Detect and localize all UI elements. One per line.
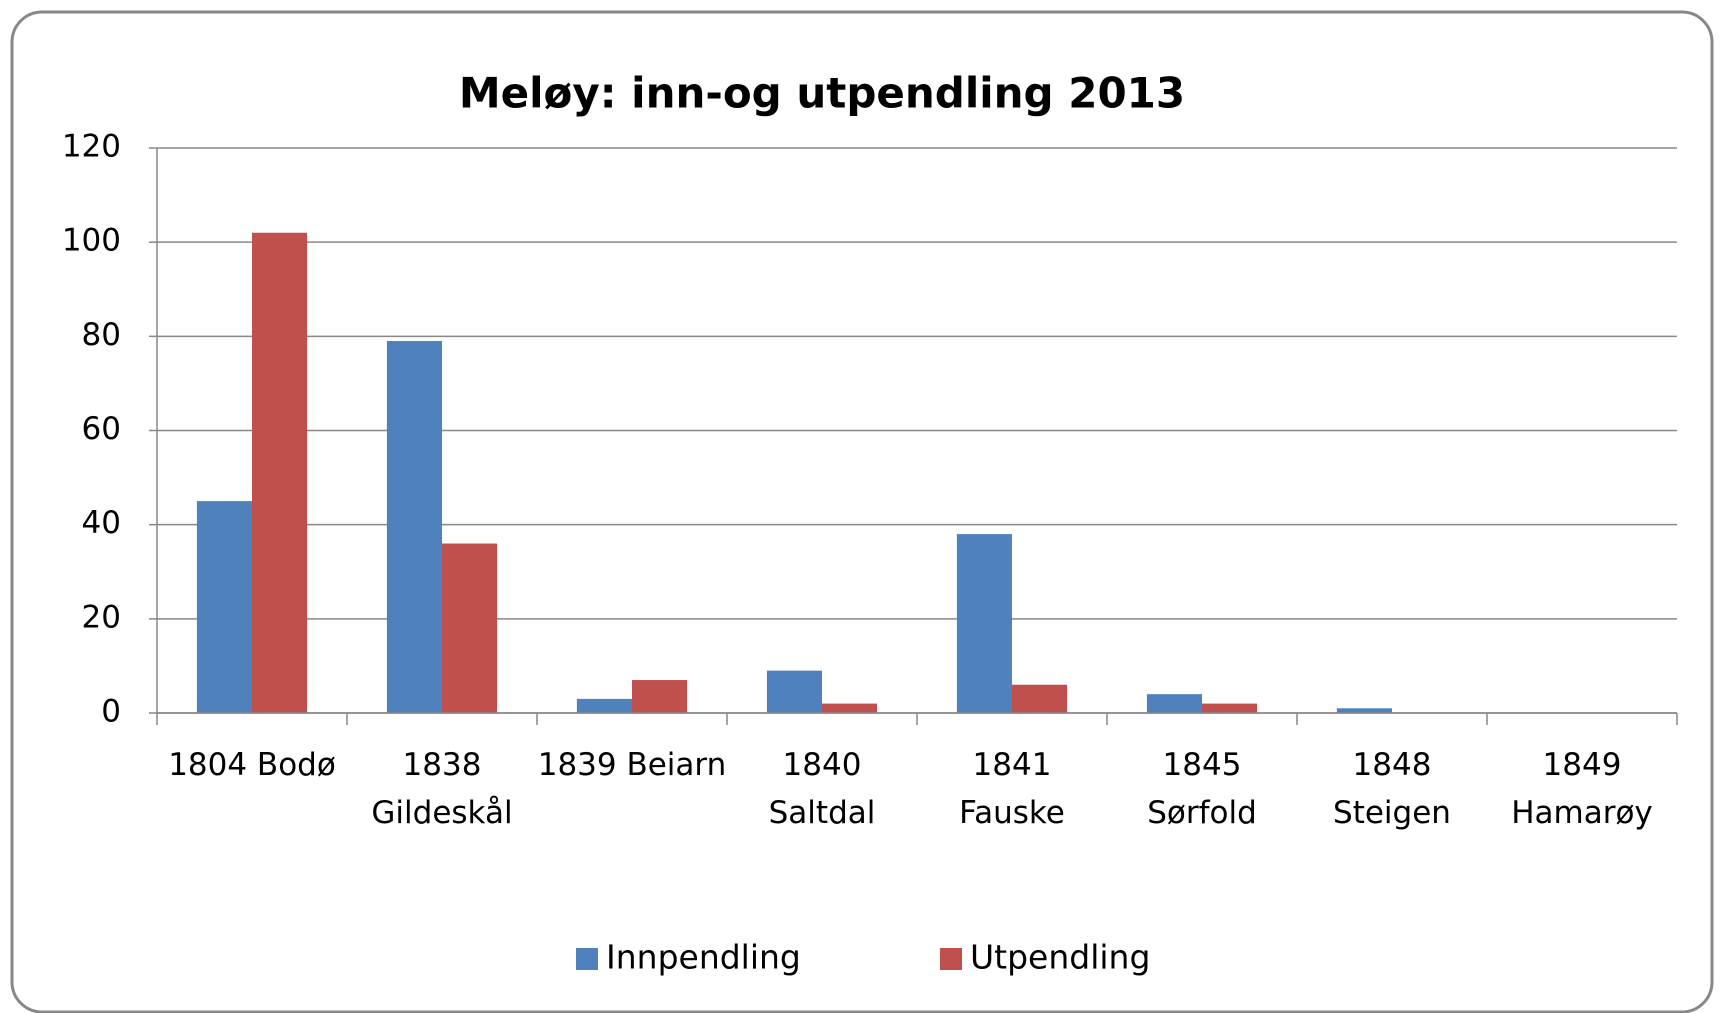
- bar: [386, 341, 442, 713]
- bar: [822, 703, 878, 713]
- bar: [1012, 684, 1068, 713]
- bar: [442, 543, 498, 713]
- bar: [196, 501, 252, 713]
- x-tick-label: 1839 Beiarn: [537, 747, 727, 783]
- x-tick-label: 1804 Bodø: [168, 747, 336, 783]
- bar: [632, 680, 688, 713]
- legend-swatch: [576, 948, 598, 970]
- y-tick-label: 100: [62, 223, 121, 259]
- bar: [766, 670, 822, 713]
- y-tick-label: 60: [82, 411, 121, 447]
- y-tick-label: 80: [82, 317, 121, 353]
- bar: [252, 232, 308, 713]
- y-tick-label: 40: [82, 505, 121, 541]
- x-tick-label: 1849 Hamarøy: [1511, 747, 1653, 831]
- bar: [1202, 703, 1258, 713]
- bar: [956, 534, 1012, 713]
- x-tick-label: 1848 Steigen: [1333, 747, 1451, 831]
- y-tick-label: 20: [82, 599, 121, 635]
- y-tick-label: 0: [101, 694, 121, 730]
- legend-label: Utpendling: [970, 938, 1150, 977]
- chart-border: [10, 10, 1714, 1013]
- x-tick-label: 1841 Fauske: [959, 747, 1065, 831]
- x-tick-label: 1845 Sørfold: [1147, 747, 1257, 831]
- legend-label: Innpendling: [606, 938, 801, 977]
- legend-swatch: [940, 948, 962, 970]
- x-tick-label: 1838 Gildeskål: [371, 747, 513, 831]
- bar: [1146, 694, 1202, 713]
- x-tick-label: 1840 Saltdal: [768, 747, 876, 831]
- y-tick-label: 120: [62, 129, 121, 165]
- bar: [1336, 708, 1392, 713]
- bar: [576, 698, 632, 713]
- chart-title: Meløy: inn-og utpendling 2013: [459, 69, 1185, 118]
